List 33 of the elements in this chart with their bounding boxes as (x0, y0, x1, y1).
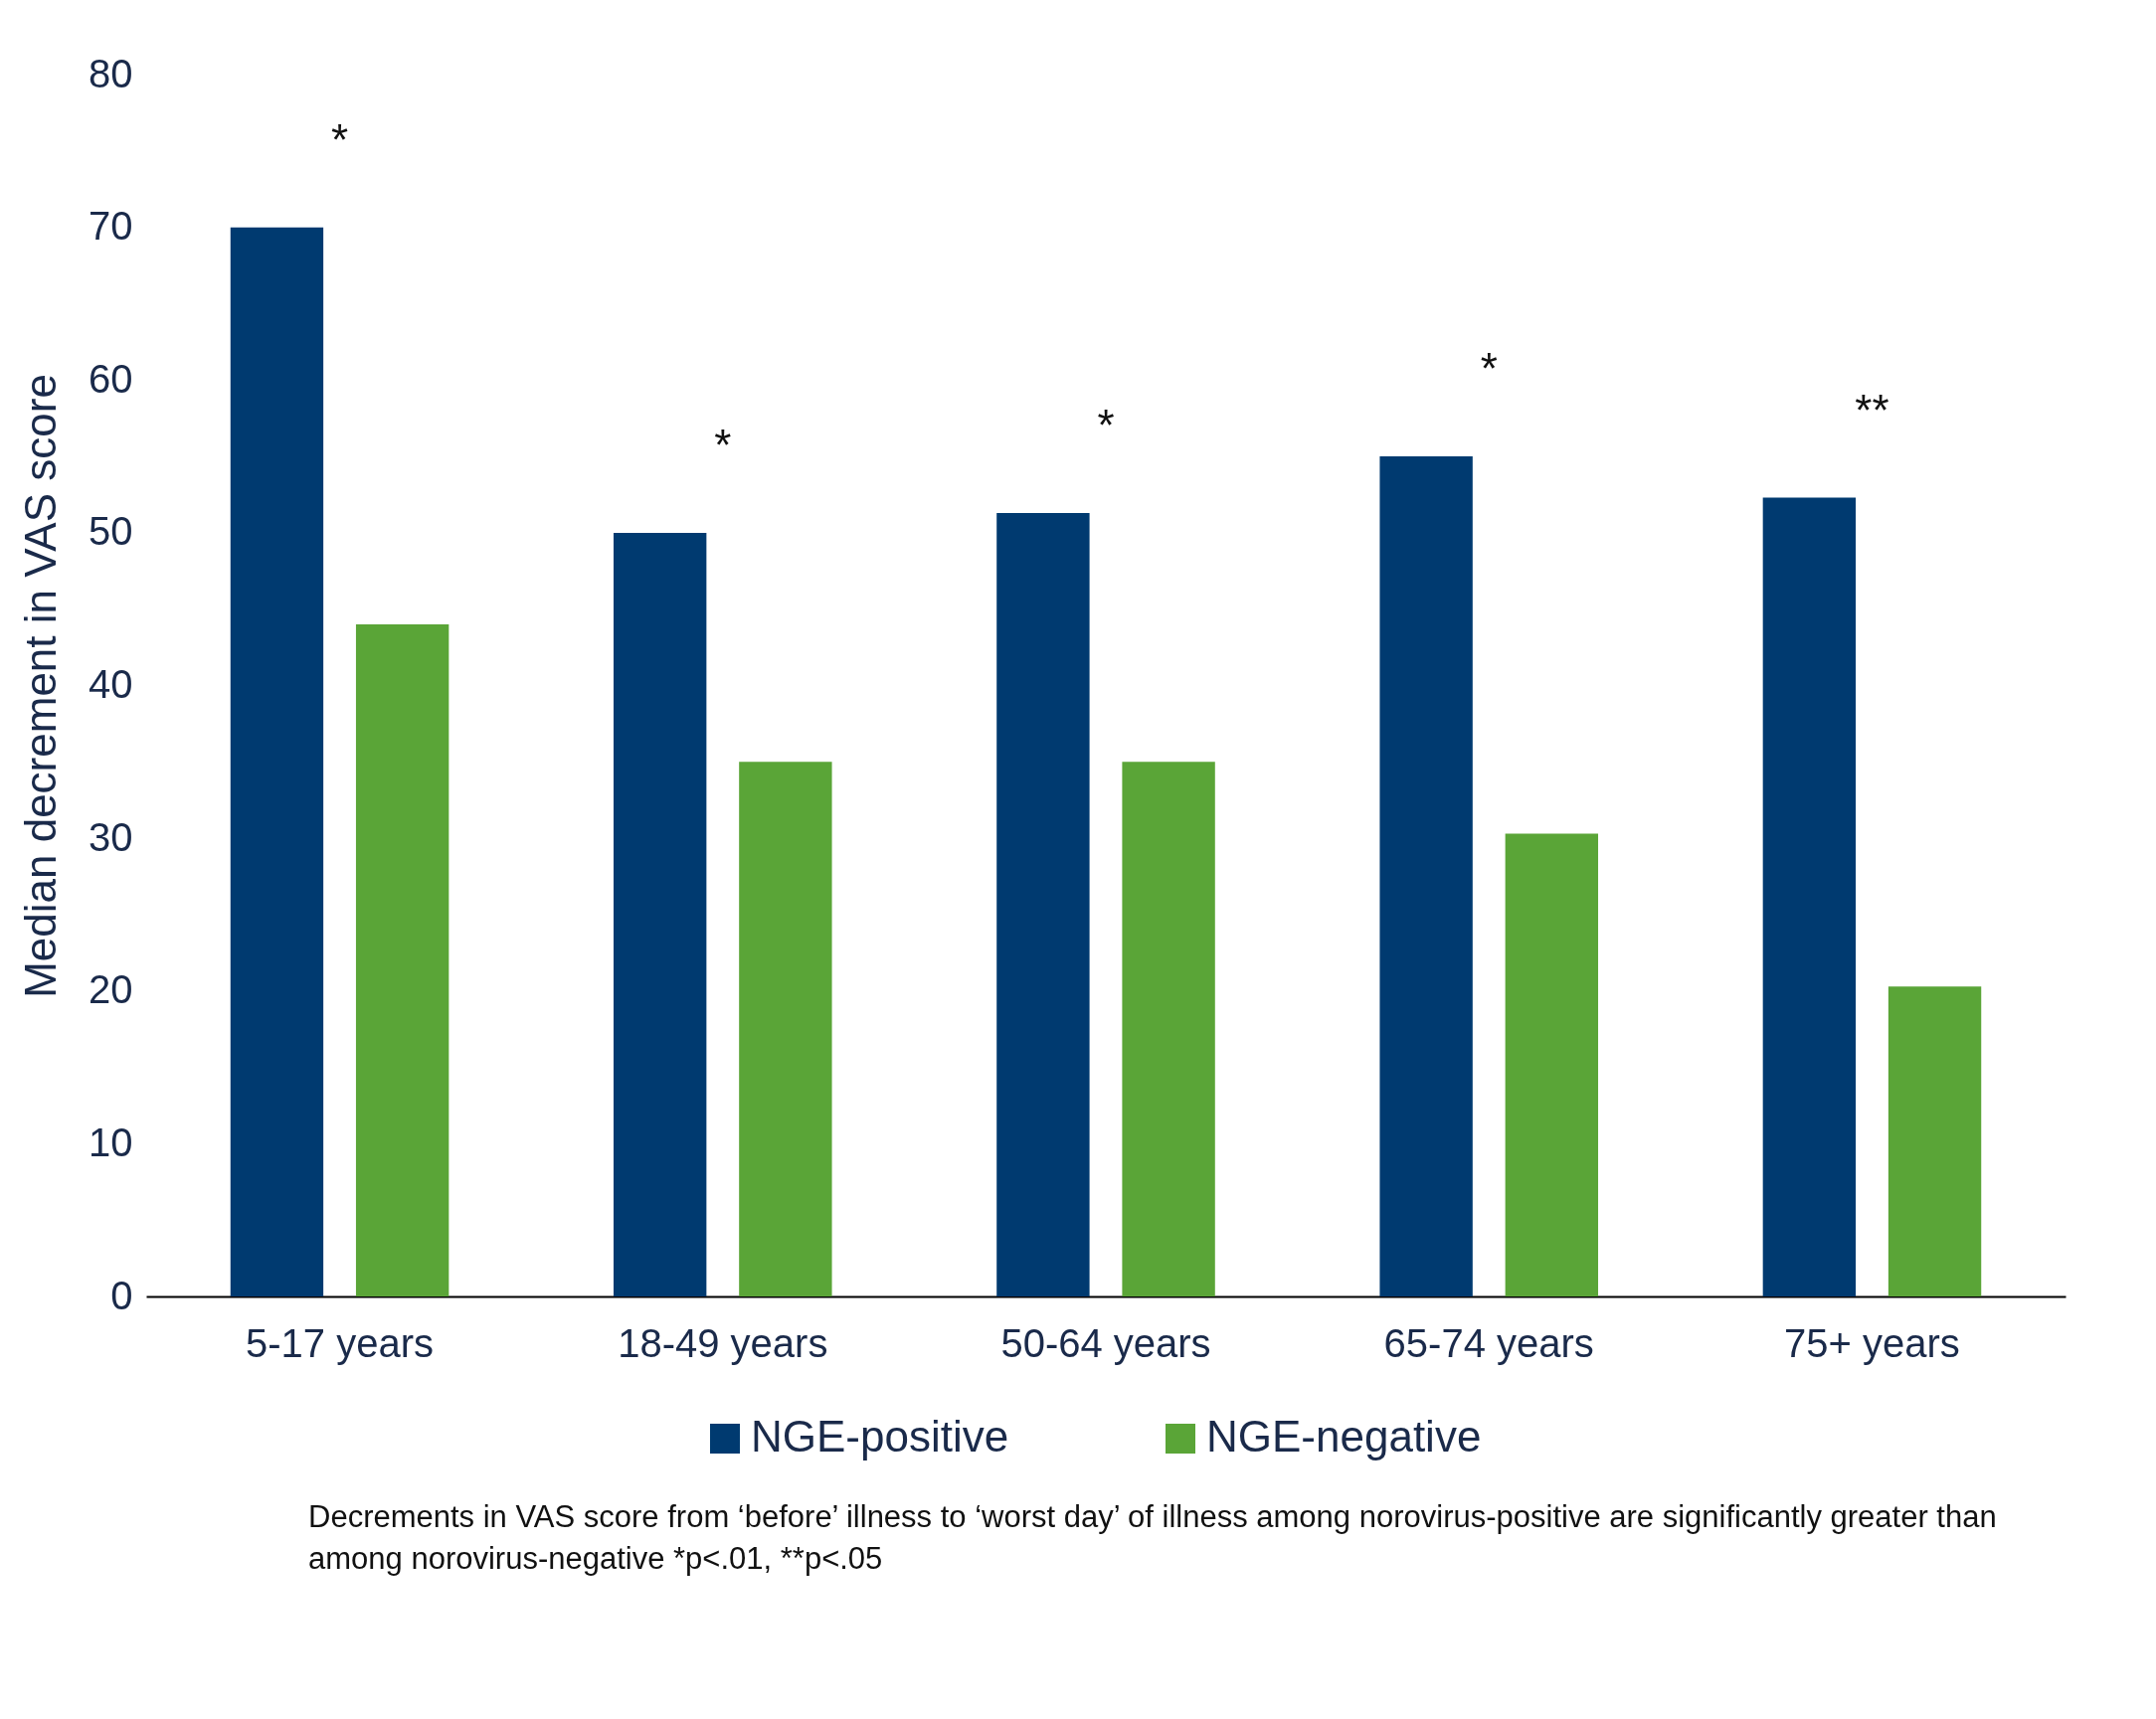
x-tick-label: 50-64 years (1000, 1320, 1211, 1365)
y-axis-title: Median decrement in VAS score (16, 374, 66, 998)
bar (996, 512, 1090, 1296)
y-tick-label: 10 (89, 1119, 133, 1164)
bar (355, 624, 449, 1296)
y-tick-label: 40 (89, 662, 133, 706)
bar (1379, 456, 1473, 1296)
x-tick-label: 5-17 years (246, 1320, 435, 1365)
bar (1762, 497, 1857, 1296)
y-tick-label: 50 (89, 509, 133, 554)
annotation: * (1097, 400, 1115, 449)
bar (739, 762, 832, 1296)
x-tick-label: 75+ years (1784, 1320, 1960, 1365)
y-tick-label: 60 (89, 356, 133, 401)
annotation: * (1480, 344, 1498, 394)
bar (1122, 762, 1215, 1296)
y-tick-label: 70 (89, 204, 133, 249)
bar (230, 227, 324, 1296)
annotation: * (330, 114, 349, 164)
bar (613, 532, 707, 1296)
x-tick-label: 18-49 years (618, 1320, 828, 1365)
text: Decrements in VAS score from ‘before’ illness to ‘worst day’ of illness among norovirus-positive are significantly greater than among norovirus-negative *p<.01, **p<.05 (308, 1498, 1998, 1578)
annotation: ** (1855, 385, 1889, 434)
y-tick-label: 80 (89, 51, 133, 95)
legend-label: NGE-negative (1206, 1412, 1482, 1461)
y-tick-label: 30 (89, 814, 133, 859)
bar (1887, 986, 1982, 1296)
annotation: * (714, 420, 732, 469)
y-tick-label: 20 (89, 967, 133, 1012)
y-tick-label: 0 (110, 1273, 133, 1317)
x-tick-label: 65-74 years (1383, 1320, 1594, 1365)
bar (1505, 833, 1599, 1296)
legend-label: NGE-positive (751, 1412, 1009, 1461)
